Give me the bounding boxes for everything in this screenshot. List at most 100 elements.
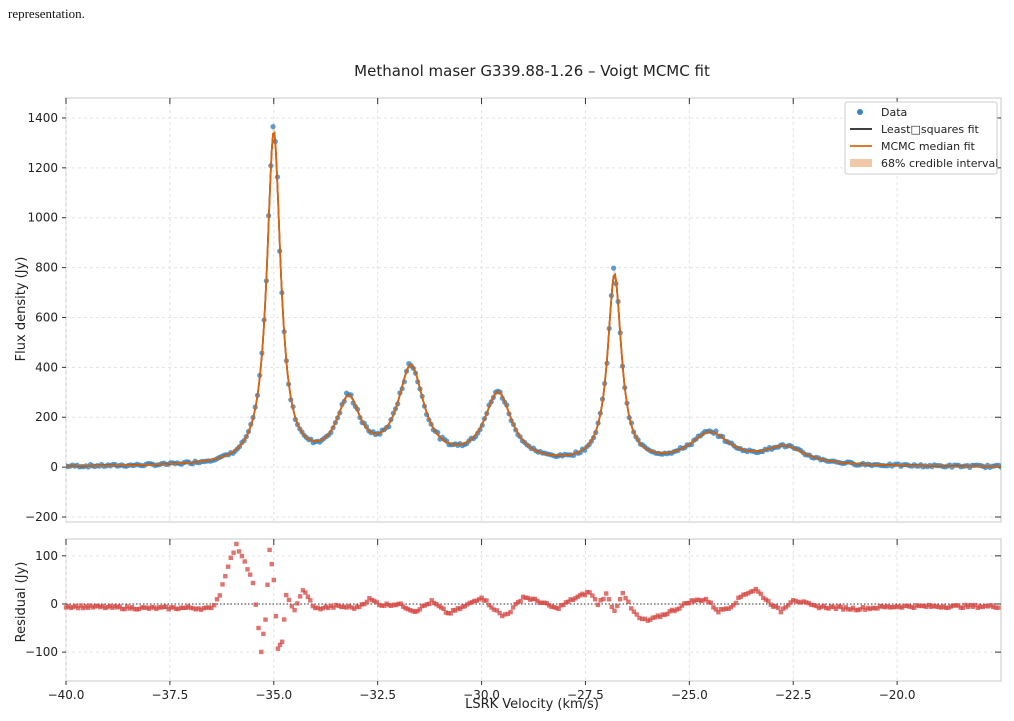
residual-point [880,604,885,609]
residual-point [537,600,542,605]
residual-point [948,604,954,609]
residual-point [773,604,778,609]
residual-point [389,603,394,608]
residual-point [980,604,985,610]
residual-point [713,607,719,612]
x-tick-label: −35.0 [255,688,292,702]
residual-point [102,605,108,611]
residual-point [623,596,628,601]
residual-point [963,602,968,608]
residual-point [530,596,535,602]
residual-point [648,617,653,622]
residual-point [429,598,434,603]
residual-point [497,610,502,616]
residual-y-tick-label: 0 [50,597,58,611]
residual-point [320,606,326,611]
residual-point [731,603,736,608]
residual-point [467,600,472,606]
residual-point [85,605,91,610]
residual-point [528,597,533,602]
residual-point [362,601,367,607]
residual-point [758,591,763,597]
residual-point [598,598,603,603]
legend-label: MCMC median fit [881,140,975,153]
residual-point [612,608,617,613]
residual-point [575,594,580,599]
residual-point [843,605,848,610]
residual-point [811,603,817,608]
residual-point [970,604,976,609]
residual-point [518,598,523,604]
residual-point [239,553,245,559]
residual-point [439,605,444,610]
residual-point [796,599,801,605]
residual-point [751,588,756,594]
residual-point [733,600,739,606]
residual-point [295,601,300,606]
residual-point [691,599,697,604]
residual-point [868,606,873,612]
residual-point [723,606,729,611]
residual-point [941,604,946,609]
residual-point [132,606,137,612]
residual-point [561,602,566,608]
residual-point [870,605,875,610]
residual-point [486,602,492,608]
residual-point [225,564,231,569]
x-tick-label: −22.5 [775,688,812,702]
residual-point [806,601,811,606]
residual-point [469,600,475,605]
residual-point [711,605,716,610]
residual-point [721,607,726,612]
residual-point [510,605,516,610]
residual-point [535,598,540,604]
residual-point [441,606,446,611]
residual-point [924,604,929,609]
residual-point [634,612,639,617]
residual-point [763,597,768,602]
residual-point [609,604,614,610]
residual-point [956,603,961,608]
legend-marker-band [850,159,872,167]
residual-point [71,604,76,610]
residual-point [708,600,714,605]
residual-point [198,607,204,612]
residual-point [90,605,96,610]
residual-point [305,594,311,599]
residual-point [694,597,699,602]
residual-point [684,601,689,606]
residual-point [479,595,484,600]
residual-point [554,605,559,611]
residual-point [508,609,513,615]
residual-point [520,594,526,599]
residual-point [848,607,853,612]
residual-point [836,604,841,609]
residual-point [726,606,731,611]
residual-point [422,603,427,608]
residual-point [206,605,211,610]
residual-point [181,605,186,610]
y-axis-label-flux: Flux density (Jy) [14,257,29,362]
residual-point [850,605,856,610]
residual-point [936,604,941,609]
residual-point [323,604,328,609]
residual-point [188,605,193,611]
residual-point [105,604,110,610]
residual-point [658,614,663,620]
residual-point [405,606,411,612]
residual-point [364,599,370,605]
residual-point [505,611,511,617]
residual-point [875,606,880,611]
residual-point [938,605,944,610]
residual-point [112,604,118,609]
residual-point [333,602,339,608]
residual-point [120,606,125,612]
residual-point [793,598,798,604]
residual-point [703,596,709,602]
residual-point [914,603,919,608]
residual-point [783,605,788,610]
residual-point [386,603,392,608]
residual-point [315,605,321,610]
residual-point [993,605,998,610]
residual-point [756,589,761,594]
